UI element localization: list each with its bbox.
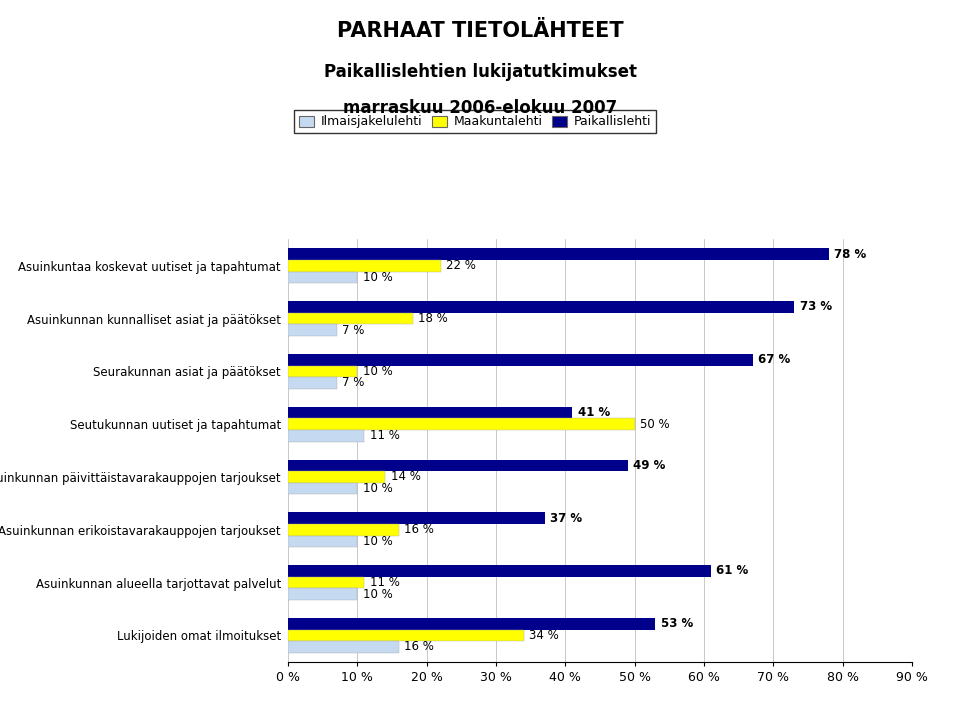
Text: 16 %: 16 % <box>404 641 434 653</box>
Bar <box>288 629 524 641</box>
Text: PARHAAT TIETOLÄHTEET: PARHAAT TIETOLÄHTEET <box>337 21 623 41</box>
Bar <box>288 301 794 313</box>
Bar <box>288 249 828 260</box>
Bar <box>288 577 364 589</box>
Bar <box>288 471 385 483</box>
Text: 7 %: 7 % <box>342 377 365 389</box>
Text: 41 %: 41 % <box>578 406 610 419</box>
Text: Paikallislehtien lukijatutkimukset: Paikallislehtien lukijatutkimukset <box>324 63 636 82</box>
Text: marraskuu 2006-elokuu 2007: marraskuu 2006-elokuu 2007 <box>343 99 617 117</box>
Bar <box>288 589 357 600</box>
Bar <box>288 524 399 536</box>
Legend: Ilmaisjakelulehti, Maakuntalehti, Paikallislehti: Ilmaisjakelulehti, Maakuntalehti, Paikal… <box>295 111 656 134</box>
Text: 78 %: 78 % <box>834 248 867 260</box>
Text: 34 %: 34 % <box>529 629 559 642</box>
Bar <box>288 377 337 389</box>
Bar <box>288 483 357 494</box>
Text: 50 %: 50 % <box>640 417 670 431</box>
Text: 11 %: 11 % <box>370 429 399 442</box>
Text: 53 %: 53 % <box>661 617 693 630</box>
Bar <box>288 354 753 365</box>
Text: 49 %: 49 % <box>634 459 665 472</box>
Bar <box>288 418 635 430</box>
Bar <box>288 407 572 418</box>
Text: 61 %: 61 % <box>716 565 749 577</box>
Text: 37 %: 37 % <box>550 512 582 524</box>
Bar <box>288 513 544 524</box>
Bar <box>288 536 357 547</box>
Bar <box>288 325 337 336</box>
Text: 67 %: 67 % <box>758 353 790 366</box>
Text: 16 %: 16 % <box>404 523 434 536</box>
Text: 73 %: 73 % <box>800 301 831 313</box>
Text: 10 %: 10 % <box>363 588 393 601</box>
Bar <box>288 260 441 272</box>
Bar <box>288 618 656 629</box>
Bar <box>288 365 357 377</box>
Text: 10 %: 10 % <box>363 535 393 548</box>
Text: 7 %: 7 % <box>342 324 365 337</box>
Text: 11 %: 11 % <box>370 576 399 589</box>
Text: 10 %: 10 % <box>363 482 393 495</box>
Text: 14 %: 14 % <box>391 470 420 484</box>
Bar <box>288 272 357 283</box>
Bar <box>288 460 628 471</box>
Text: 22 %: 22 % <box>446 259 476 272</box>
Bar <box>288 565 711 577</box>
Text: 10 %: 10 % <box>363 365 393 378</box>
Bar <box>288 430 364 441</box>
Text: 18 %: 18 % <box>419 312 448 325</box>
Text: 10 %: 10 % <box>363 271 393 284</box>
Bar <box>288 313 413 325</box>
Bar <box>288 641 399 653</box>
